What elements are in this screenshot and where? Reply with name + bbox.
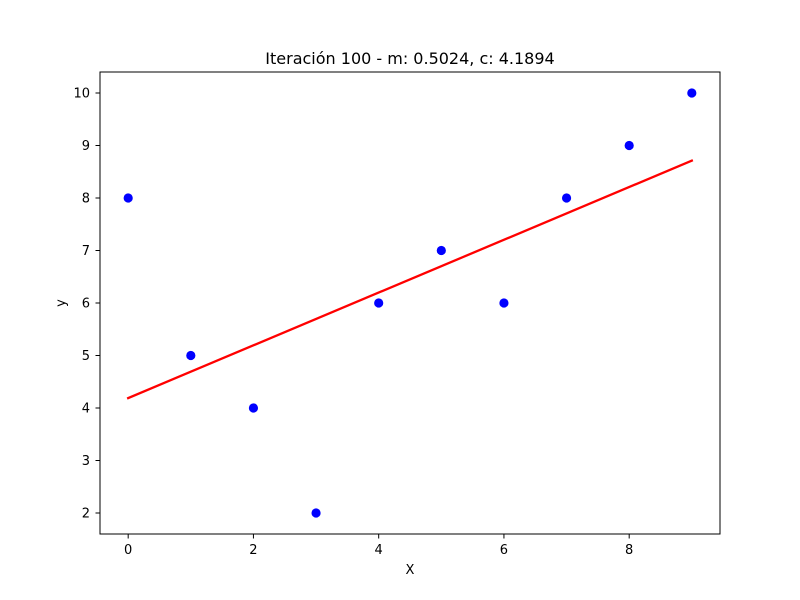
data-point bbox=[248, 403, 259, 413]
data-point bbox=[624, 140, 634, 151]
y-tick-label: 2 bbox=[82, 507, 90, 522]
x-tick-label: 6 bbox=[500, 543, 508, 558]
x-axis: 0 2 4 6 8 bbox=[124, 534, 633, 558]
data-point bbox=[561, 193, 572, 203]
data-point bbox=[374, 298, 384, 308]
chart-title: Iteración 100 - m: 0.5024, c: 4.1894 bbox=[265, 49, 554, 68]
x-tick-label: 0 bbox=[124, 543, 132, 558]
y-tick-label: 7 bbox=[82, 244, 90, 259]
data-point bbox=[311, 508, 321, 518]
x-tick-label: 2 bbox=[249, 543, 257, 558]
y-tick-label: 10 bbox=[73, 87, 90, 102]
data-point bbox=[436, 245, 446, 256]
data-point bbox=[186, 350, 196, 361]
x-tick-label: 4 bbox=[375, 543, 383, 558]
y-tick-label: 9 bbox=[82, 139, 90, 154]
data-point bbox=[499, 298, 509, 308]
regression-line bbox=[126, 159, 694, 400]
data-point bbox=[123, 193, 133, 203]
y-tick-label: 3 bbox=[82, 454, 90, 469]
x-axis-label: X bbox=[406, 563, 415, 578]
y-axis-label: y bbox=[54, 299, 69, 307]
data-point bbox=[687, 88, 697, 98]
y-tick-label: 4 bbox=[82, 402, 90, 417]
y-tick-label: 6 bbox=[82, 297, 90, 312]
y-tick-label: 8 bbox=[82, 192, 90, 207]
x-tick-label: 8 bbox=[625, 543, 633, 558]
y-tick-label: 5 bbox=[82, 349, 90, 364]
plot-area bbox=[123, 88, 697, 518]
y-axis: 2 3 4 5 6 7 8 9 10 bbox=[73, 87, 100, 522]
